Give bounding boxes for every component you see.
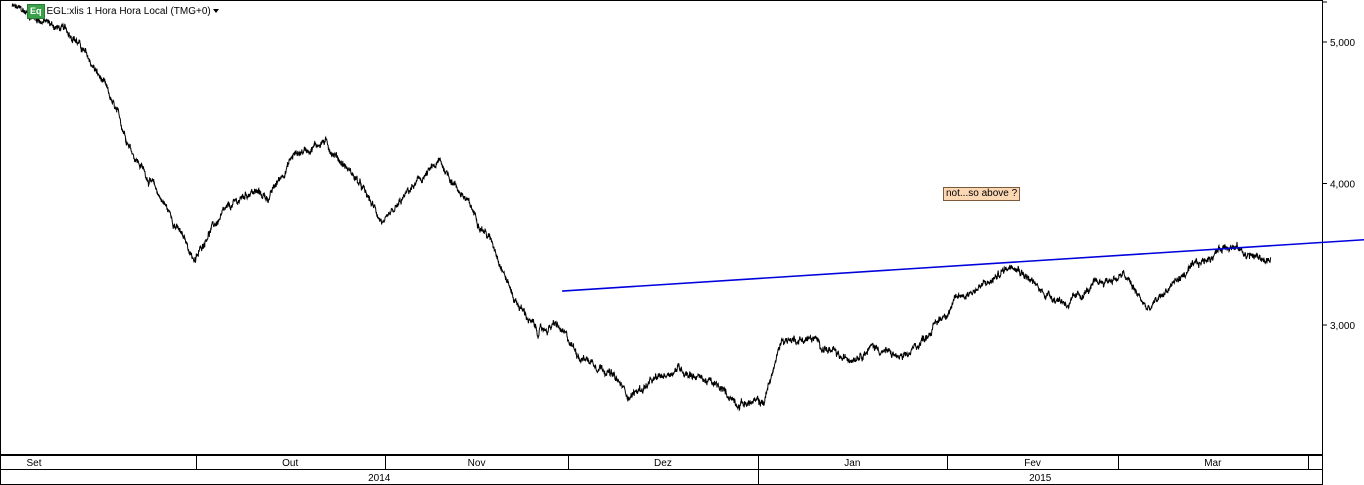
chart-annotation[interactable]: not...so above ? [943,187,1021,201]
equity-badge-icon: Eq [27,3,45,19]
price-series-line [11,3,1272,412]
chart-legend[interactable]: Eq EGL:xlis 1 Hora Hora Local (TMG+0) [27,3,219,19]
y-tick-label: 4,000 [1330,180,1355,191]
y-tick-label: 3,000 [1330,321,1355,332]
y-ticks: 3,000 4,000 5,000 [1322,1,1355,332]
plot-area [11,3,1364,412]
month-label: Jan [844,458,860,469]
chart-axes [0,0,1323,485]
plot-border [0,0,1323,455]
year-labels: 2014 2015 [368,469,1052,485]
year-label: 2014 [368,473,391,484]
dropdown-icon[interactable] [212,9,219,13]
month-label: Fev [1024,458,1041,469]
y-tick-label: 5,000 [1330,38,1355,49]
month-label: Nov [468,458,486,469]
trendline[interactable] [562,235,1364,292]
month-label: Out [282,458,298,469]
month-label: Set [26,458,41,469]
month-label: Mar [1204,458,1222,469]
month-labels: Set Out Nov Dez Jan Fev Mar [0,455,1309,469]
symbol-label: EGL:xlis 1 Hora Hora Local (TMG+0) [46,5,211,17]
year-label: 2015 [1029,473,1052,484]
month-label: Dez [654,458,672,469]
